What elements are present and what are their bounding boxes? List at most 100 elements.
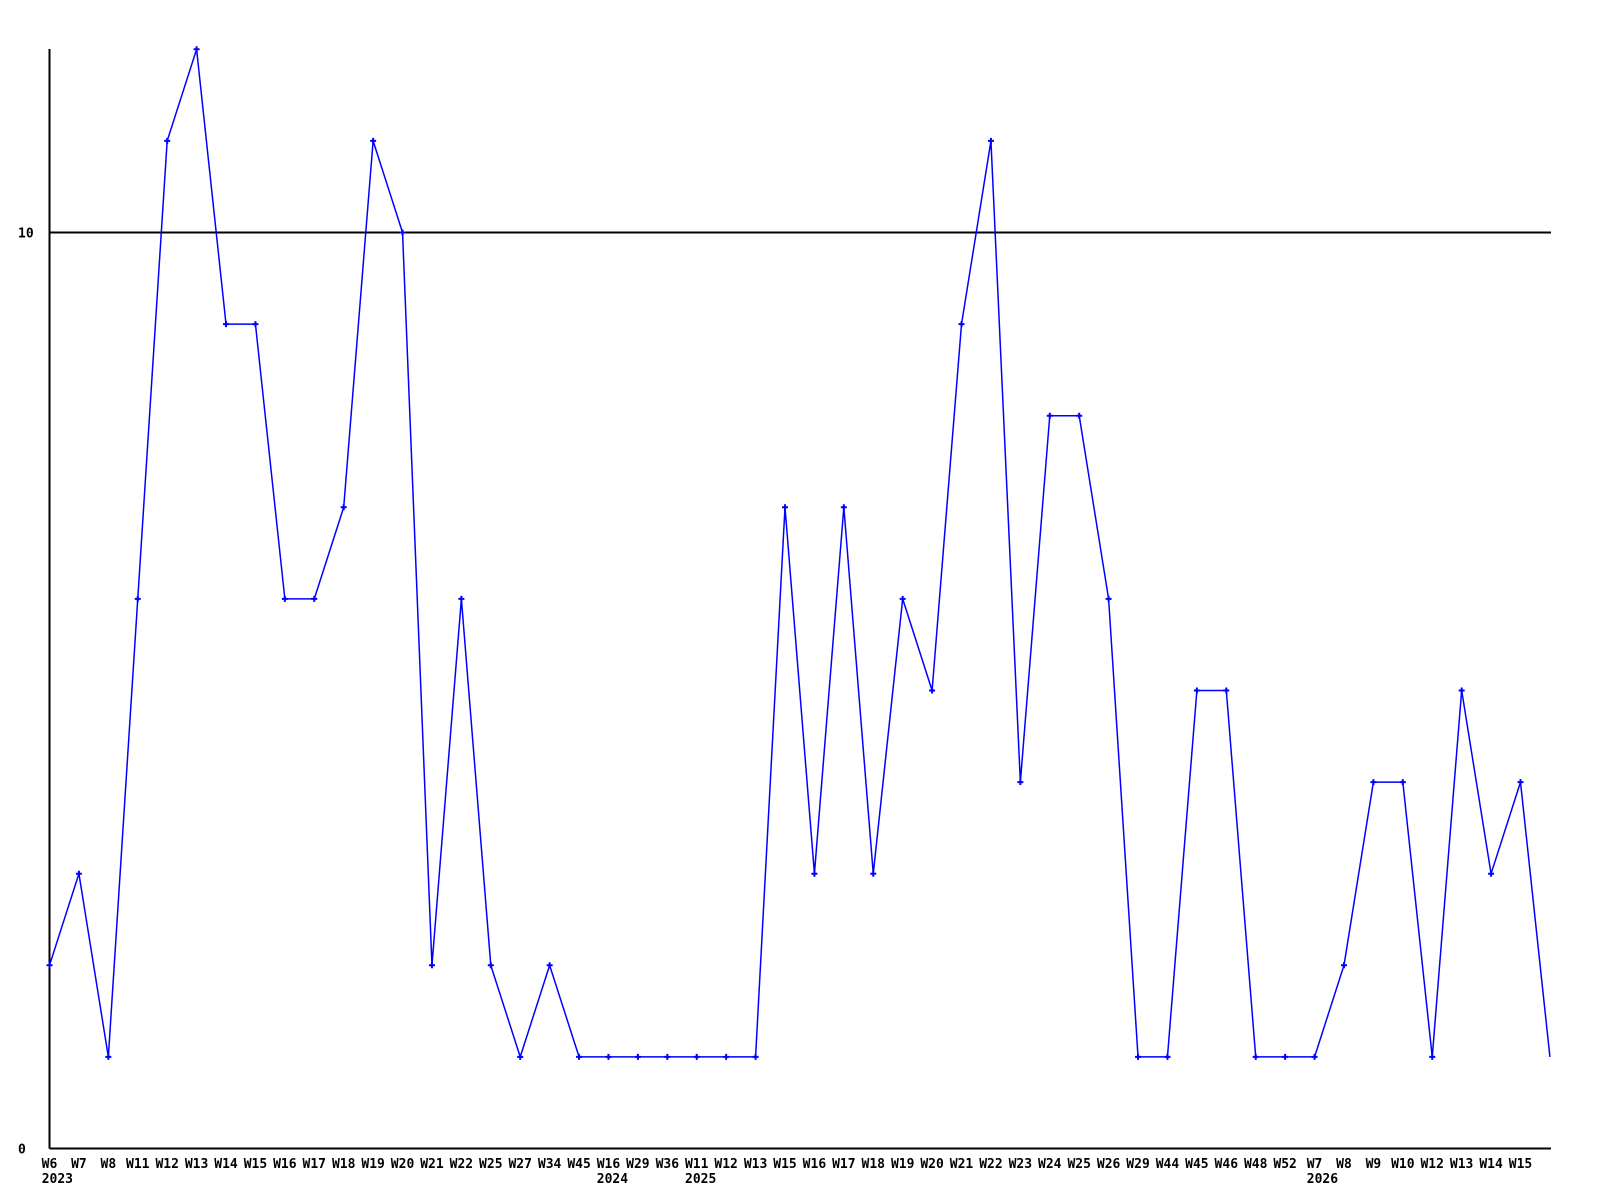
x-tick-label: W18 <box>862 1157 886 1172</box>
data-point-marker <box>428 962 435 969</box>
x-tick-label: W17 <box>303 1157 326 1172</box>
data-point-marker <box>1252 1053 1259 1060</box>
data-point-marker <box>782 504 788 511</box>
x-tick-label: W9 <box>1366 1157 1382 1172</box>
x-tick-label: W26 <box>1097 1157 1121 1172</box>
data-point-marker <box>223 321 230 328</box>
x-tick-label: W20 <box>391 1157 415 1172</box>
data-point-marker <box>1017 779 1024 786</box>
data-point-marker <box>252 321 259 328</box>
x-tick-label: W16 <box>597 1157 621 1172</box>
x-tick-label: W12 <box>1420 1157 1443 1172</box>
data-point-marker <box>723 1053 730 1060</box>
x-tick-label: W25 <box>1067 1157 1090 1172</box>
x-tick-label: W45 <box>567 1157 590 1172</box>
data-point-marker <box>1105 595 1112 602</box>
data-point-marker <box>46 962 53 969</box>
data-point-marker <box>1399 779 1406 786</box>
x-tick-label: W22 <box>979 1157 1002 1172</box>
x-tick-label: W52 <box>1273 1157 1296 1172</box>
year-label: 2026 <box>1307 1172 1338 1187</box>
data-point-marker <box>1517 779 1524 786</box>
x-tick-label: W23 <box>1009 1157 1032 1172</box>
data-point-marker <box>664 1053 671 1060</box>
data-point-marker <box>105 1053 112 1060</box>
x-tick-label: W13 <box>744 1157 767 1172</box>
x-tick-label: W36 <box>656 1157 680 1172</box>
year-label: 2024 <box>597 1172 628 1187</box>
x-tick-label: W13 <box>1450 1157 1473 1172</box>
data-point-marker <box>1164 1053 1171 1060</box>
data-point-marker <box>1429 1053 1436 1060</box>
x-tick-label: W16 <box>803 1157 827 1172</box>
year-label: 2025 <box>685 1172 716 1187</box>
x-tick-label: W14 <box>1479 1157 1503 1172</box>
x-tick-label: W21 <box>420 1157 444 1172</box>
data-point-marker <box>929 687 936 694</box>
data-point-marker <box>1340 962 1347 969</box>
x-tick-label: W8 <box>1336 1157 1352 1172</box>
data-point-marker <box>840 504 847 511</box>
x-tick-label: W7 <box>71 1157 87 1172</box>
data-point-marker <box>576 1053 583 1060</box>
data-point-marker <box>1193 687 1200 694</box>
x-tick-label: W29 <box>626 1157 649 1172</box>
data-point-marker <box>1488 870 1495 877</box>
data-point-marker <box>870 870 877 877</box>
data-point-marker <box>370 137 377 144</box>
data-point-marker <box>1370 779 1377 786</box>
x-tick-label: W16 <box>273 1157 297 1172</box>
data-point-marker <box>605 1053 612 1060</box>
x-tick-label: W45 <box>1185 1157 1208 1172</box>
x-tick-label: W25 <box>479 1157 502 1172</box>
x-tick-label: W27 <box>508 1157 531 1172</box>
x-tick-label: W15 <box>244 1157 267 1172</box>
x-tick-label: W11 <box>685 1157 709 1172</box>
x-tick-label: W18 <box>332 1157 356 1172</box>
data-point-marker <box>164 137 171 144</box>
data-point-marker <box>1458 687 1465 694</box>
x-tick-label: W12 <box>155 1157 178 1172</box>
data-point-marker <box>634 1053 641 1060</box>
data-point-marker <box>1282 1053 1289 1060</box>
data-point-marker <box>811 870 818 877</box>
data-point-marker <box>899 595 906 602</box>
data-point-marker <box>1135 1053 1142 1060</box>
data-point-marker <box>311 595 318 602</box>
data-point-marker <box>987 137 994 144</box>
data-point-marker <box>193 46 200 53</box>
x-tick-label: W6 <box>42 1157 58 1172</box>
x-tick-label: W34 <box>538 1157 562 1172</box>
data-point-marker <box>340 504 347 511</box>
data-point-marker <box>458 595 465 602</box>
x-tick-label: W15 <box>773 1157 796 1172</box>
x-tick-label: W15 <box>1509 1157 1532 1172</box>
x-tick-label: W12 <box>714 1157 737 1172</box>
x-tick-label: W13 <box>185 1157 208 1172</box>
x-tick-label: W14 <box>214 1157 238 1172</box>
data-point-marker <box>546 962 553 969</box>
data-point-marker <box>75 870 82 877</box>
data-point-marker <box>752 1053 759 1060</box>
data-point-marker <box>958 321 965 328</box>
x-tick-label: W46 <box>1215 1157 1239 1172</box>
x-tick-label: W24 <box>1038 1157 1062 1172</box>
x-tick-label: W22 <box>450 1157 473 1172</box>
y-tick-label: 0 <box>18 1143 26 1158</box>
year-label: 2023 <box>42 1172 73 1187</box>
data-point-marker <box>1046 412 1053 419</box>
x-tick-label: W21 <box>950 1157 974 1172</box>
data-line <box>48 49 1551 1060</box>
data-point-marker <box>1076 412 1083 419</box>
y-tick-label: 10 <box>18 227 34 242</box>
data-point-marker <box>517 1053 524 1060</box>
x-tick-label: W17 <box>832 1157 855 1172</box>
x-tick-label: W44 <box>1156 1157 1180 1172</box>
data-point-marker <box>281 595 288 602</box>
x-tick-label: W19 <box>361 1157 384 1172</box>
x-tick-label: W48 <box>1244 1157 1268 1172</box>
x-tick-label: W20 <box>920 1157 944 1172</box>
x-tick-label: W11 <box>126 1157 150 1172</box>
